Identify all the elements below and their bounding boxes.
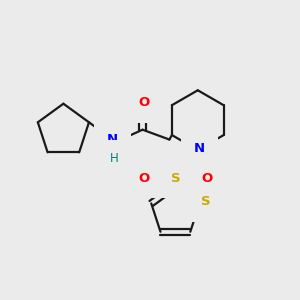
Text: O: O — [138, 172, 150, 185]
Text: N: N — [107, 133, 118, 146]
Text: S: S — [201, 195, 211, 208]
Text: O: O — [201, 172, 212, 185]
Text: S: S — [171, 172, 180, 185]
Text: O: O — [138, 96, 150, 109]
Text: H: H — [110, 152, 118, 165]
Text: N: N — [194, 142, 205, 155]
